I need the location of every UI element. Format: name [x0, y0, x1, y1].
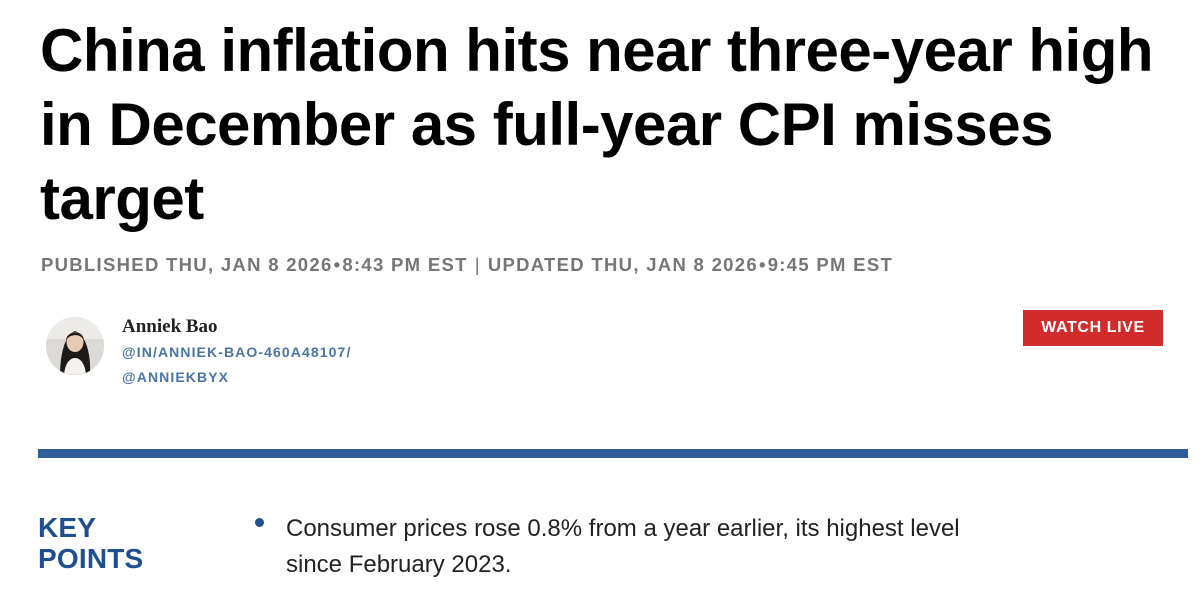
author-linkedin-link[interactable]: @IN/ANNIEK-BAO-460A48107/ [122, 344, 352, 360]
published-label: PUBLISHED THU, JAN 8 2026 [41, 254, 333, 275]
updated-dot: • [758, 254, 767, 275]
author-name[interactable]: Anniek Bao [122, 316, 218, 337]
key-points-heading-line1: KEY [38, 512, 97, 543]
published-time: 8:43 PM EST [342, 254, 468, 275]
author-twitter-link[interactable]: @ANNIEKBYX [122, 369, 230, 385]
section-divider [38, 449, 1188, 458]
author-avatar[interactable] [46, 317, 104, 375]
published-dot: • [333, 254, 342, 275]
author-avatar-photo [46, 317, 104, 375]
timestamp-row: PUBLISHED THU, JAN 8 2026•8:43 PM EST | UP… [41, 254, 893, 276]
bullet-icon [255, 518, 264, 527]
timestamp-separator: | [474, 254, 481, 275]
updated-time: 9:45 PM EST [767, 254, 894, 275]
key-points-heading-line2: POINTS [38, 543, 144, 574]
key-points-heading: KEY POINTS [38, 512, 238, 574]
headline: China inflation hits near three-year hig… [40, 17, 1154, 232]
watch-live-button[interactable]: WATCH LIVE [1023, 310, 1163, 346]
key-point-item: Consumer prices rose 0.8% from a year ea… [286, 515, 960, 578]
updated-label: UPDATED THU, JAN 8 2026 [487, 254, 758, 275]
